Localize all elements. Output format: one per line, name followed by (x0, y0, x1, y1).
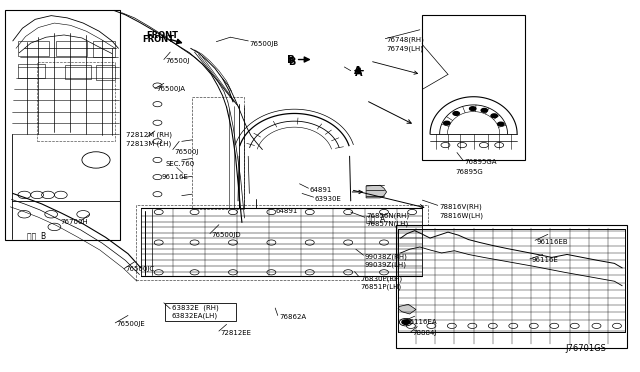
Text: 78884J: 78884J (412, 330, 436, 336)
Text: B: B (287, 55, 295, 64)
Text: FRONT: FRONT (142, 35, 174, 44)
Circle shape (491, 114, 497, 118)
Bar (18, 64, 45, 78)
Text: SEC.760: SEC.760 (165, 161, 195, 167)
Text: 76895GA: 76895GA (465, 159, 497, 165)
Text: 76748(RH): 76748(RH) (387, 37, 424, 44)
Bar (96, 65, 115, 80)
Bar (37, 62, 115, 141)
Circle shape (402, 320, 410, 324)
Text: FRONT: FRONT (146, 31, 178, 40)
Bar (65, 65, 91, 79)
Bar (192, 97, 244, 209)
Text: 76500JA: 76500JA (156, 86, 185, 92)
Text: 96116E: 96116E (531, 257, 558, 263)
Text: 76830P(RH): 76830P(RH) (360, 275, 403, 282)
Text: 76500JD: 76500JD (211, 232, 241, 238)
Text: 96116EB: 96116EB (536, 239, 568, 245)
Text: 76500JC: 76500JC (125, 266, 155, 272)
Text: 76500J: 76500J (174, 149, 198, 155)
Text: 76500J: 76500J (165, 58, 189, 64)
Circle shape (453, 112, 460, 115)
Bar (136, 205, 428, 280)
Text: 78816V(RH): 78816V(RH) (439, 203, 482, 210)
Text: 76851P(LH): 76851P(LH) (360, 284, 401, 291)
Text: 76857N(LH): 76857N(LH) (366, 221, 408, 227)
Polygon shape (398, 304, 416, 314)
Bar (56, 41, 87, 56)
Bar (5, 10, 120, 240)
Text: 76500JB: 76500JB (250, 41, 279, 47)
Text: A: A (355, 68, 362, 78)
Text: 99039Z(LH): 99039Z(LH) (365, 262, 407, 268)
Text: 72813M (LH): 72813M (LH) (126, 140, 172, 147)
Text: 76749(LH): 76749(LH) (387, 45, 424, 52)
Text: J76701GS: J76701GS (566, 344, 607, 353)
Text: B: B (288, 58, 296, 67)
Bar (93, 41, 115, 57)
Text: 72812EE: 72812EE (220, 330, 251, 336)
Text: 76856N(RH): 76856N(RH) (366, 212, 409, 219)
Text: 76700H: 76700H (60, 219, 88, 225)
Text: 76895G: 76895G (456, 169, 483, 175)
Text: 64891: 64891 (275, 208, 298, 214)
Text: 矢視  B: 矢視 B (27, 231, 46, 240)
Text: 78816W(LH): 78816W(LH) (439, 212, 483, 219)
Text: 矢視  A: 矢視 A (366, 214, 385, 223)
Bar (165, 303, 236, 321)
Text: 72812M (RH): 72812M (RH) (126, 131, 172, 138)
Text: 63832EA(LH): 63832EA(LH) (172, 313, 218, 320)
Text: A: A (354, 66, 362, 76)
Text: 63832E  (RH): 63832E (RH) (172, 305, 218, 311)
Bar (422, 15, 525, 160)
Text: 96116E: 96116E (161, 174, 188, 180)
Circle shape (481, 109, 488, 112)
Bar (396, 225, 627, 348)
Text: 99038Z(RH): 99038Z(RH) (365, 253, 408, 260)
Circle shape (470, 107, 476, 110)
Bar (18, 41, 49, 56)
Circle shape (498, 122, 504, 126)
Text: 96116EA: 96116EA (406, 319, 437, 325)
Circle shape (444, 121, 450, 125)
Polygon shape (366, 185, 387, 198)
Text: 76500JE: 76500JE (116, 321, 145, 327)
Text: 76862A: 76862A (279, 314, 306, 320)
Text: 64891: 64891 (310, 187, 332, 193)
Text: 63930E: 63930E (315, 196, 342, 202)
